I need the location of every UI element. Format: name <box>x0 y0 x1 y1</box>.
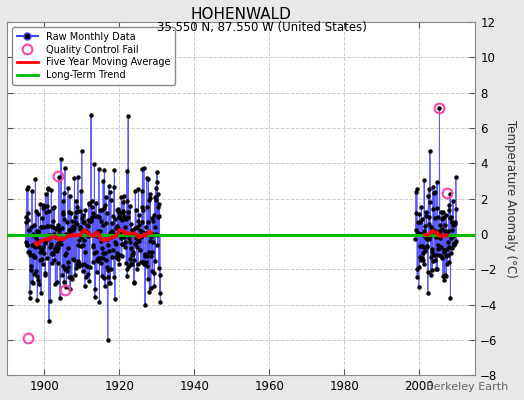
Y-axis label: Temperature Anomaly (°C): Temperature Anomaly (°C) <box>504 120 517 278</box>
Text: 35.550 N, 87.550 W (United States): 35.550 N, 87.550 W (United States) <box>157 22 367 34</box>
Legend: Raw Monthly Data, Quality Control Fail, Five Year Moving Average, Long-Term Tren: Raw Monthly Data, Quality Control Fail, … <box>12 27 175 85</box>
Title: HOHENWALD: HOHENWALD <box>191 7 291 22</box>
Text: Berkeley Earth: Berkeley Earth <box>426 382 508 392</box>
